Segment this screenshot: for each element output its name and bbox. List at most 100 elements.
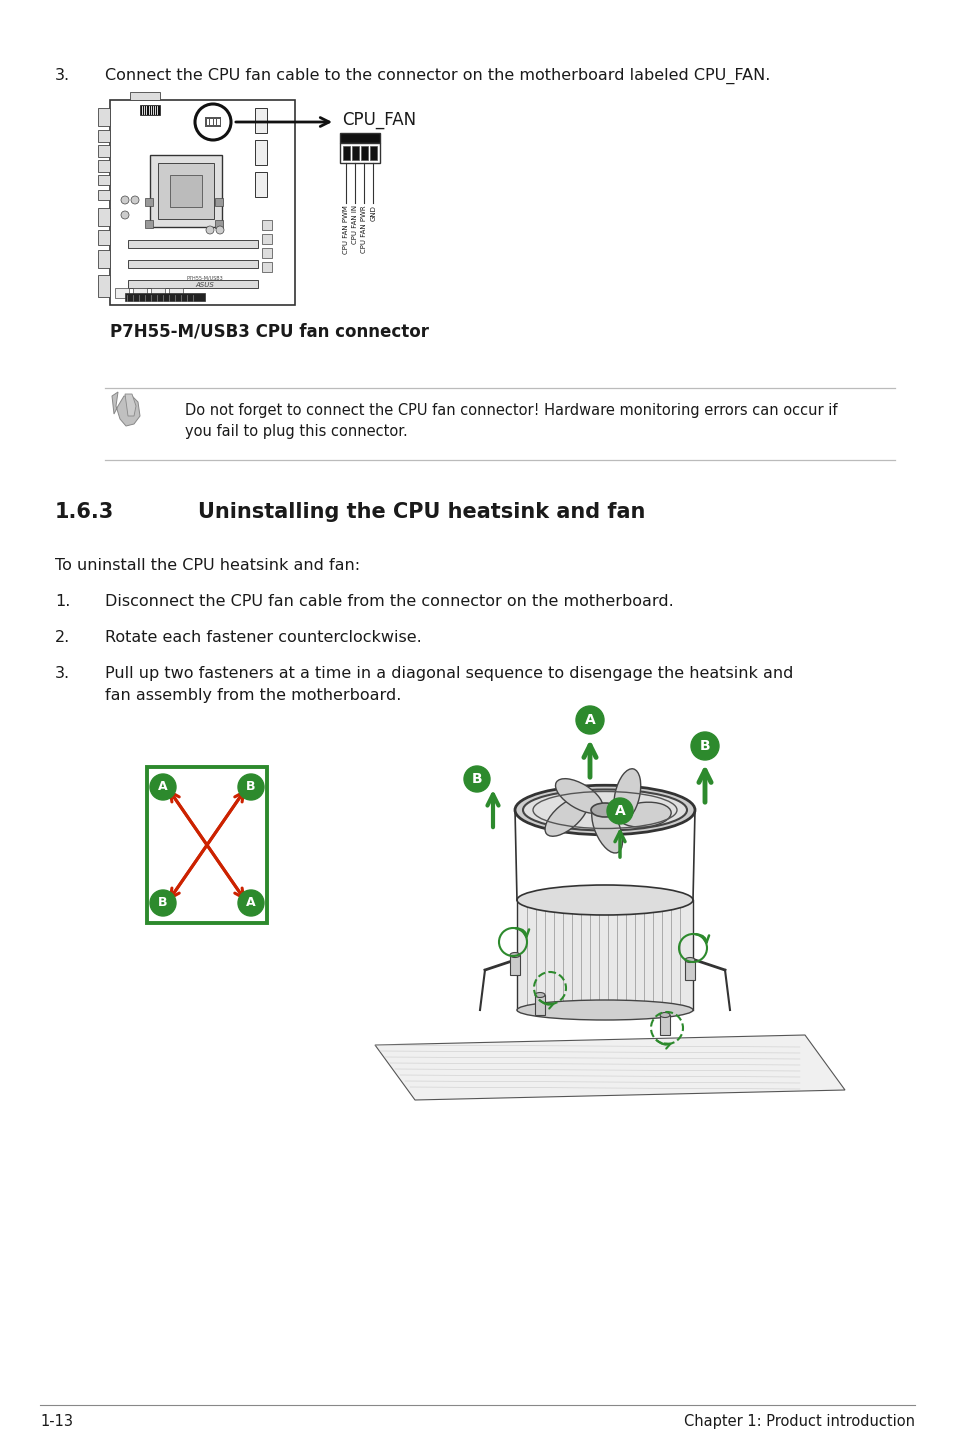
Bar (207, 119, 210, 125)
Polygon shape (375, 1035, 844, 1100)
Ellipse shape (659, 1012, 669, 1018)
Bar (214, 198, 223, 206)
Text: Disconnect the CPU fan cable from the connector on the motherboard.: Disconnect the CPU fan cable from the co… (105, 594, 673, 610)
Bar (684, 961, 695, 981)
Bar (145, 220, 152, 229)
Circle shape (576, 706, 603, 733)
Text: A: A (614, 804, 625, 818)
Text: P7H55-M/USB3 CPU fan connector: P7H55-M/USB3 CPU fan connector (110, 324, 429, 341)
Bar (535, 995, 544, 1015)
Text: B: B (246, 781, 255, 794)
Bar (214, 220, 223, 229)
Text: fan assembly from the motherboard.: fan assembly from the motherboard. (105, 687, 401, 703)
Bar (262, 262, 272, 272)
Circle shape (690, 732, 719, 761)
Circle shape (206, 226, 213, 234)
Bar (510, 955, 519, 975)
Bar (262, 247, 272, 257)
Ellipse shape (522, 789, 686, 831)
Text: Do not forget to connect the CPU fan connector! Hardware monitoring errors can o: Do not forget to connect the CPU fan con… (185, 403, 837, 418)
Bar (115, 288, 129, 298)
Circle shape (121, 211, 129, 219)
Ellipse shape (614, 769, 640, 821)
Bar (125, 293, 205, 301)
Text: Connect the CPU fan cable to the connector on the motherboard labeled CPU_FAN.: Connect the CPU fan cable to the connect… (105, 68, 770, 85)
Bar (339, 132, 379, 142)
Bar (98, 190, 110, 200)
Text: A: A (246, 896, 255, 909)
Text: 2.: 2. (55, 630, 71, 646)
Bar (254, 108, 267, 132)
Circle shape (150, 774, 175, 800)
Ellipse shape (515, 785, 695, 834)
Bar (98, 145, 110, 157)
Bar (98, 108, 110, 127)
Ellipse shape (555, 778, 602, 814)
Circle shape (121, 196, 129, 204)
Bar (262, 220, 272, 230)
Text: CPU FAN PWR: CPU FAN PWR (361, 206, 367, 253)
Bar (262, 234, 272, 244)
Bar (128, 240, 257, 247)
Bar (254, 173, 267, 197)
Bar (98, 230, 110, 244)
Text: P7H55-M/USB3: P7H55-M/USB3 (187, 275, 223, 280)
Bar (128, 260, 257, 267)
Ellipse shape (510, 952, 519, 958)
Ellipse shape (618, 802, 671, 827)
Circle shape (237, 774, 264, 800)
Text: CPU FAN PWM: CPU FAN PWM (343, 206, 349, 255)
Text: 3.: 3. (55, 68, 71, 83)
Bar (98, 129, 110, 142)
Bar (352, 147, 358, 160)
Ellipse shape (535, 992, 544, 998)
Text: Chapter 1: Product introduction: Chapter 1: Product introduction (683, 1414, 914, 1429)
Circle shape (131, 196, 139, 204)
Bar (211, 119, 213, 125)
Bar (98, 175, 110, 186)
Bar (213, 119, 216, 125)
Ellipse shape (591, 802, 622, 853)
Bar (170, 175, 202, 207)
Text: Rotate each fastener counterclockwise.: Rotate each fastener counterclockwise. (105, 630, 421, 646)
Polygon shape (125, 394, 136, 416)
Text: B: B (471, 772, 482, 787)
Bar (147, 766, 267, 923)
Text: Pull up two fasteners at a time in a diagonal sequence to disengage the heatsink: Pull up two fasteners at a time in a dia… (105, 666, 793, 682)
Ellipse shape (544, 797, 588, 837)
Text: A: A (158, 781, 168, 794)
Bar (128, 280, 257, 288)
Text: B: B (699, 739, 710, 754)
Bar (158, 162, 213, 219)
Text: you fail to plug this connector.: you fail to plug this connector. (185, 424, 407, 439)
Ellipse shape (517, 884, 692, 915)
Bar (98, 209, 110, 226)
Bar (339, 142, 379, 162)
Bar (254, 139, 267, 165)
Bar (360, 147, 368, 160)
Bar (517, 900, 692, 1009)
Ellipse shape (590, 802, 618, 817)
Bar (217, 119, 220, 125)
Bar (370, 147, 376, 160)
Text: B: B (158, 896, 168, 909)
Bar (145, 198, 152, 206)
Text: 1.: 1. (55, 594, 71, 610)
Bar (130, 92, 160, 101)
Ellipse shape (684, 958, 695, 962)
Bar (150, 155, 222, 227)
Text: GND: GND (370, 206, 376, 221)
Bar (151, 288, 165, 298)
Bar (659, 1015, 669, 1035)
Bar (98, 250, 110, 267)
Circle shape (606, 798, 633, 824)
Text: 3.: 3. (55, 666, 71, 682)
Bar (98, 275, 110, 298)
Bar (110, 101, 294, 305)
Bar (205, 116, 221, 127)
Circle shape (237, 890, 264, 916)
Bar (169, 288, 183, 298)
Text: CPU FAN IN: CPU FAN IN (352, 206, 358, 244)
Circle shape (215, 226, 224, 234)
Text: ASUS: ASUS (195, 282, 214, 288)
